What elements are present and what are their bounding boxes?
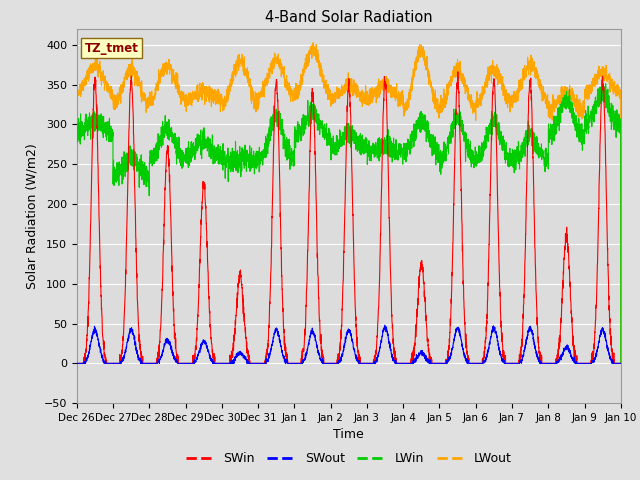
Legend: SWin, SWout, LWin, LWout: SWin, SWout, LWin, LWout — [180, 447, 517, 470]
Title: 4-Band Solar Radiation: 4-Band Solar Radiation — [265, 10, 433, 25]
Y-axis label: Solar Radiation (W/m2): Solar Radiation (W/m2) — [25, 143, 38, 289]
X-axis label: Time: Time — [333, 429, 364, 442]
Text: TZ_tmet: TZ_tmet — [85, 42, 139, 55]
